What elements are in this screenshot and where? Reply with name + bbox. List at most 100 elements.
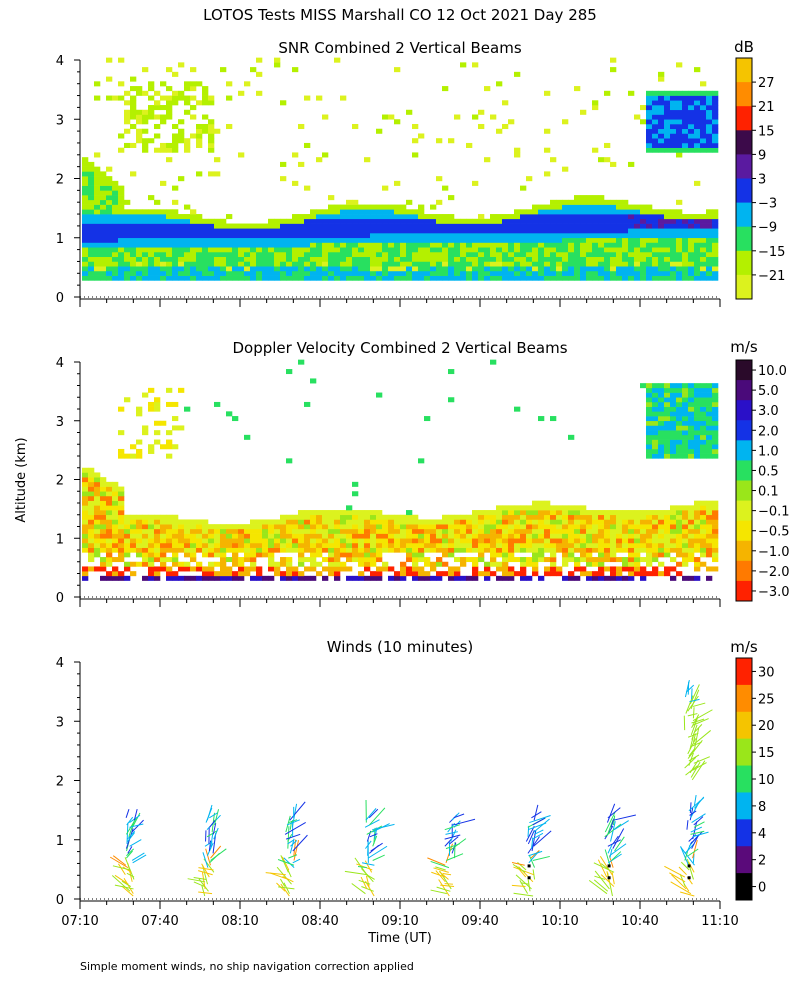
doppler-cell — [550, 542, 557, 548]
doppler-cell — [106, 557, 113, 563]
snr-cell — [712, 242, 719, 248]
doppler-cell — [646, 542, 653, 548]
doppler-cell — [412, 528, 419, 534]
wind-vector — [692, 709, 713, 722]
snr-cell — [466, 228, 473, 234]
snr-cell — [460, 256, 467, 262]
snr-cell — [382, 247, 389, 253]
snr-cell — [490, 251, 497, 258]
snr-cell — [412, 242, 419, 248]
snr-cell — [370, 247, 377, 253]
wind-vector — [687, 740, 703, 759]
wind-vector — [527, 879, 531, 892]
doppler-cell — [676, 514, 683, 520]
snr-cell — [334, 261, 341, 267]
doppler-cell — [496, 528, 503, 534]
snr-cell — [340, 266, 347, 272]
doppler-cell — [388, 514, 395, 520]
snr-cell — [106, 266, 113, 272]
doppler-cell — [694, 453, 701, 459]
snr-cell — [634, 218, 641, 224]
snr-cell — [130, 109, 137, 115]
doppler-cell — [100, 491, 107, 497]
doppler-cell — [676, 411, 683, 417]
snr-cell — [394, 218, 401, 224]
doppler-cell — [268, 528, 275, 534]
doppler-cell — [682, 510, 689, 516]
colorbar-segment — [736, 400, 752, 421]
snr-cell — [112, 266, 119, 272]
doppler-cell — [538, 416, 545, 422]
doppler-cell — [652, 448, 659, 454]
snr-cell — [568, 261, 575, 267]
doppler-cell — [400, 542, 407, 548]
snr-cell — [556, 204, 563, 210]
wind-vector — [114, 884, 134, 890]
snr-cell — [394, 247, 401, 253]
doppler-cell — [538, 542, 545, 548]
doppler-cell — [550, 519, 557, 525]
snr-cell — [214, 157, 221, 163]
doppler-cell — [676, 547, 683, 553]
doppler-cell — [694, 439, 701, 445]
wind-vector — [368, 808, 379, 819]
snr-cell — [130, 218, 137, 224]
wind-vector — [277, 859, 295, 866]
snr-cell — [298, 218, 305, 224]
snr-cell — [364, 223, 371, 229]
doppler-cell — [652, 416, 659, 422]
doppler-cell — [478, 538, 485, 544]
doppler-cell — [610, 542, 617, 548]
snr-cell — [82, 176, 89, 182]
doppler-cell — [478, 557, 485, 563]
snr-cell — [652, 114, 659, 120]
snr-cell — [382, 218, 389, 224]
doppler-cell — [532, 519, 539, 525]
wind-vector — [431, 871, 446, 878]
snr-cell — [574, 251, 581, 258]
snr-cell — [214, 218, 221, 224]
snr-cell — [94, 266, 101, 272]
doppler-cell — [304, 557, 311, 563]
doppler-cell — [556, 528, 563, 534]
snr-cell — [496, 223, 503, 229]
doppler-cell — [184, 542, 191, 548]
snr-cell — [412, 152, 419, 158]
snr-cell — [652, 242, 659, 248]
snr-cell — [646, 95, 653, 101]
snr-cell — [100, 256, 107, 262]
doppler-cell — [664, 524, 671, 530]
doppler-cell — [646, 510, 653, 516]
snr-cell — [640, 204, 647, 210]
snr-cell — [292, 180, 299, 186]
snr-cell — [226, 270, 233, 276]
doppler-cell — [112, 575, 119, 581]
snr-cell — [514, 270, 521, 276]
snr-cell — [682, 233, 689, 239]
snr-cell — [298, 233, 305, 239]
snr-cell — [394, 256, 401, 262]
snr-cell — [442, 270, 449, 276]
doppler-cell — [94, 547, 101, 553]
colorbar-segment — [736, 360, 752, 381]
snr-cell — [514, 247, 521, 253]
colorbar-label: 15 — [758, 124, 775, 139]
doppler-cell — [292, 571, 299, 577]
snr-cell — [262, 270, 269, 276]
snr-cell — [376, 233, 383, 239]
doppler-cell — [586, 547, 593, 553]
snr-cell — [370, 204, 377, 210]
snr-cell — [268, 251, 275, 258]
snr-cell — [526, 247, 533, 253]
doppler-cell — [406, 533, 413, 539]
doppler-cell — [502, 533, 509, 539]
snr-cell — [652, 95, 659, 101]
snr-cell — [82, 266, 89, 272]
doppler-cell — [682, 552, 689, 558]
wind-vector — [125, 817, 137, 835]
doppler-cell — [310, 561, 317, 567]
snr-cell — [472, 247, 479, 253]
doppler-cell — [106, 542, 113, 548]
doppler-cell — [682, 444, 689, 450]
snr-cell — [706, 147, 713, 153]
